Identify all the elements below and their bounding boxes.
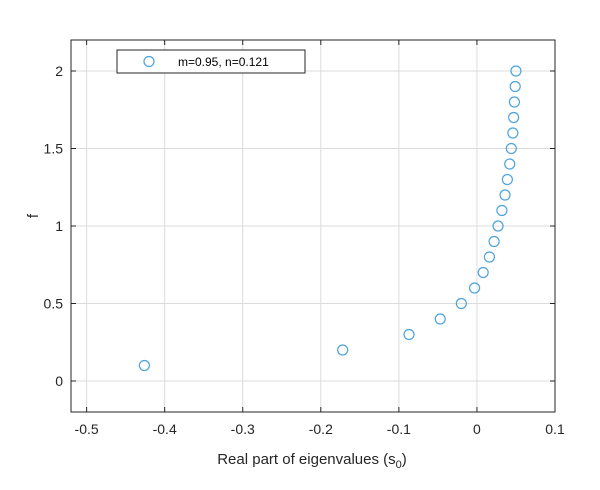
data-point: [492, 220, 504, 232]
x-tick-label: 0: [473, 421, 481, 437]
x-tick-label: -0.5: [75, 421, 99, 437]
grid-layer: [71, 40, 556, 412]
data-point: [455, 297, 467, 310]
data-point: [501, 173, 513, 186]
x-tick-label: -0.4: [153, 421, 177, 437]
data-point: [337, 344, 349, 356]
x-tick-label: -0.3: [231, 421, 255, 437]
marker-layer: [138, 65, 522, 372]
data-point: [138, 359, 150, 372]
data-point: [403, 328, 415, 341]
data-point: [507, 127, 519, 139]
data-point: [509, 80, 521, 93]
y-tick-label: 0: [55, 373, 63, 389]
x-tick-label: 0.1: [545, 421, 565, 437]
data-point: [477, 266, 489, 279]
data-point: [508, 111, 520, 124]
y-tick-label: 1: [55, 218, 63, 234]
data-point: [508, 96, 521, 108]
x-tick-label: -0.1: [387, 421, 411, 437]
legend: m=0.95, n=0.121: [116, 49, 306, 74]
data-point: [483, 251, 496, 263]
data-point: [510, 65, 522, 77]
x-axis-label-subscript: 0: [396, 459, 402, 471]
data-point: [434, 313, 446, 325]
data-point: [488, 235, 500, 248]
data-point: [504, 158, 516, 170]
tick-layer: -0.5 -0.4 -0.3 -0.2 -0.1 0 0.1 0 0.5 1 1.5 2: [44, 40, 565, 437]
legend-marker: [143, 55, 155, 68]
y-tick-label: 1.5: [44, 141, 64, 157]
x-tick-label: -0.2: [309, 421, 333, 437]
data-point: [505, 142, 517, 155]
y-tick-label: 2: [55, 63, 63, 79]
x-axis-label-suffix: ): [402, 451, 407, 468]
data-point: [499, 189, 511, 201]
x-axis-label: Real part of eigenvalues (s0): [217, 451, 407, 471]
legend-box: [116, 49, 306, 74]
y-tick-label: 0.5: [44, 296, 64, 312]
y-axis-label: f: [25, 213, 42, 218]
data-point: [496, 204, 508, 217]
data-point: [468, 282, 481, 294]
legend-entry-label: m=0.95, n=0.121: [178, 55, 269, 69]
